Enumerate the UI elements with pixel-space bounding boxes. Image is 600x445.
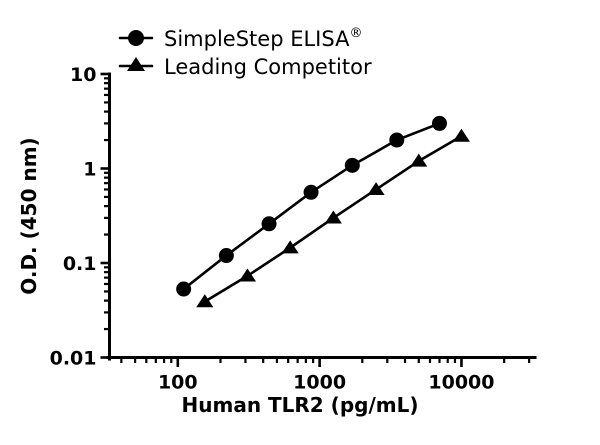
axes [106, 72, 537, 361]
y-tick-label: 0.1 [63, 253, 97, 275]
y-axis-tick-labels: 0.01 0.1 1 10 [50, 64, 97, 370]
data-point-circle [176, 281, 192, 297]
data-point-circle [431, 115, 447, 131]
data-point-triangle [238, 268, 257, 282]
data-point-circle [389, 132, 405, 148]
legend-label-0: SimpleStep ELISA® [164, 26, 362, 51]
x-tick-label: 1000 [293, 372, 346, 394]
legend-marker-triangle-icon [127, 57, 145, 71]
data-point-triangle [196, 294, 214, 308]
x-axis-title: Human TLR2 (pg/mL) [182, 393, 419, 417]
legend-label-1: Leading Competitor [164, 55, 372, 79]
data-point-triangle [367, 182, 385, 196]
x-axis-ticks [120, 357, 531, 367]
legend-marker-circle-icon [128, 30, 144, 46]
legend: SimpleStep ELISA® Leading Competitor [118, 26, 372, 79]
x-tick-label: 10000 [428, 372, 494, 394]
x-axis-tick-labels: 100 1000 10000 [158, 372, 495, 394]
y-tick-label: 10 [70, 64, 96, 86]
legend-item-simplestep-elisa: SimpleStep ELISA® [118, 26, 362, 51]
y-axis-title: O.D. (450 nm) [17, 137, 41, 294]
y-tick-label: 0.01 [50, 348, 97, 370]
data-point-triangle [281, 240, 299, 254]
y-tick-label: 1 [83, 159, 96, 181]
series-leading-competitor [196, 128, 471, 308]
legend-item-leading-competitor: Leading Competitor [118, 55, 372, 79]
data-point-triangle [324, 210, 342, 224]
data-series-layer [176, 115, 471, 308]
series-line [182, 122, 441, 291]
data-point-triangle [452, 128, 471, 142]
x-tick-label: 100 [158, 372, 198, 394]
data-point-triangle [410, 153, 428, 167]
data-point-circle [303, 184, 319, 200]
data-point-circle [261, 216, 277, 232]
series-simplestep-elisa [176, 115, 447, 297]
data-point-circle [344, 157, 360, 173]
y-axis-ticks [100, 72, 110, 359]
data-point-circle [218, 248, 234, 264]
